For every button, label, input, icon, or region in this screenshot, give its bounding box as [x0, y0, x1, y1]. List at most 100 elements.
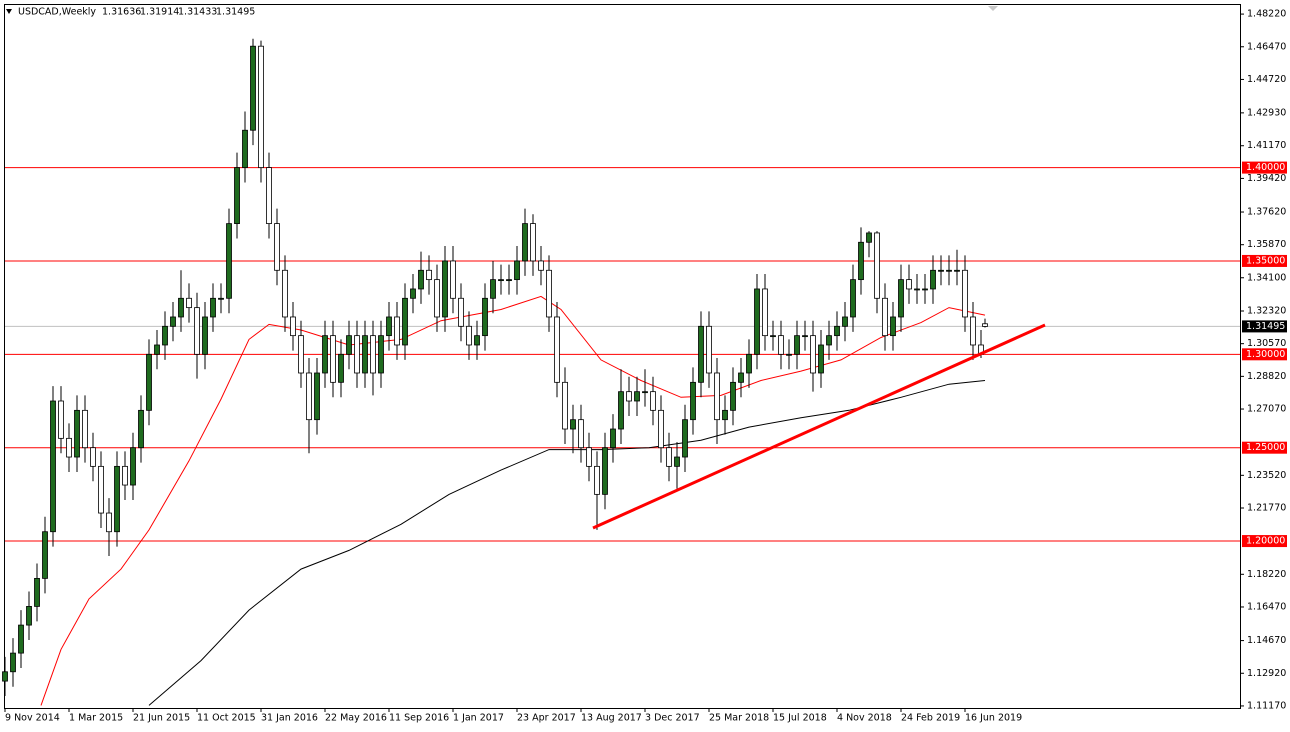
- candle: [434, 264, 440, 332]
- candle-body: [314, 372, 320, 421]
- candle: [810, 320, 816, 392]
- candle: [482, 283, 488, 351]
- candle: [98, 451, 104, 528]
- candle-body: [834, 325, 840, 337]
- quote-open: 1.31636: [102, 7, 141, 18]
- candle-body: [354, 335, 360, 374]
- candle: [322, 320, 328, 388]
- candle-body: [322, 335, 328, 374]
- y-tick-label: 1.32320: [1247, 305, 1286, 316]
- candle-body: [626, 391, 632, 402]
- candle-body: [754, 288, 760, 355]
- candle-body: [226, 223, 232, 299]
- candle: [890, 302, 896, 351]
- candle-body: [338, 353, 344, 383]
- quote-low: 1.31433: [178, 7, 217, 18]
- x-tick-label: 1 Mar 2015: [69, 713, 123, 724]
- candle: [570, 404, 576, 454]
- level-label-box: [1242, 348, 1287, 361]
- candle: [722, 395, 728, 435]
- y-tick-label: 1.34100: [1247, 272, 1286, 283]
- menu-triangle[interactable]: [6, 9, 12, 14]
- candle: [498, 264, 504, 295]
- candle: [210, 283, 216, 332]
- level-label-box: [1242, 161, 1287, 174]
- candle-body: [66, 437, 72, 458]
- candle: [778, 320, 784, 370]
- candle: [2, 656, 8, 697]
- candle: [906, 264, 912, 304]
- x-tick-label: 11 Oct 2015: [197, 713, 256, 724]
- candle: [922, 274, 928, 304]
- candle: [874, 231, 880, 314]
- candle-body: [330, 335, 336, 383]
- x-tick-label: 4 Nov 2018: [837, 713, 892, 724]
- candle-body: [610, 428, 616, 449]
- scroll-marker: [988, 6, 998, 11]
- candle-body: [362, 335, 368, 374]
- candle: [450, 246, 456, 314]
- candle: [738, 358, 744, 398]
- candle-body: [914, 288, 920, 291]
- x-tick-label: 9 Nov 2014: [5, 713, 60, 724]
- candle: [218, 283, 224, 314]
- candle: [834, 311, 840, 351]
- candle: [802, 320, 808, 351]
- candle: [930, 255, 936, 304]
- candle: [378, 320, 384, 388]
- candle: [866, 231, 872, 258]
- chart-title: USDCAD,Weekly: [18, 7, 96, 18]
- candle: [642, 369, 648, 407]
- candle: [370, 320, 376, 396]
- candle: [306, 358, 312, 454]
- candle: [954, 249, 960, 286]
- candle: [330, 320, 336, 398]
- candle-body: [194, 307, 200, 355]
- candle: [914, 274, 920, 304]
- candle: [154, 330, 160, 370]
- y-tick-label: 1.30570: [1247, 338, 1286, 349]
- candle-body: [946, 269, 952, 272]
- candle: [418, 251, 424, 304]
- candle-body: [546, 269, 552, 318]
- candle-body: [682, 419, 688, 458]
- candle: [234, 152, 240, 239]
- x-tick-label: 13 Aug 2017: [581, 713, 642, 724]
- candle: [546, 255, 552, 332]
- candle: [458, 283, 464, 342]
- candle: [842, 302, 848, 342]
- candle: [530, 214, 536, 276]
- candle: [338, 339, 344, 398]
- candle: [650, 376, 656, 426]
- candle-body: [234, 167, 240, 225]
- plot-area: [2, 38, 1240, 706]
- candle-body: [874, 232, 880, 299]
- candle: [138, 395, 144, 463]
- level-label-box: [1242, 441, 1287, 454]
- candle: [538, 246, 544, 286]
- candle: [122, 451, 128, 500]
- candle: [970, 302, 976, 360]
- candle-body: [426, 269, 432, 281]
- candle-body: [746, 353, 752, 374]
- candle-body: [58, 400, 64, 439]
- candle-body: [770, 335, 776, 338]
- candle-body: [570, 419, 576, 430]
- candle-body: [722, 409, 728, 421]
- candle: [490, 260, 496, 314]
- candle: [410, 274, 416, 314]
- candle-body: [930, 269, 936, 290]
- candle-body: [762, 288, 768, 337]
- candle: [666, 432, 672, 482]
- candle: [618, 369, 624, 444]
- moving-average: [40, 295, 986, 706]
- y-tick-label: 1.44720: [1247, 74, 1286, 85]
- candle-body: [674, 456, 680, 467]
- x-tick-label: 1 Jan 2017: [453, 713, 504, 724]
- candle: [706, 311, 712, 388]
- candle-body: [210, 297, 216, 318]
- x-tick-label: 24 Feb 2019: [901, 713, 960, 724]
- y-tick-label: 1.16470: [1247, 601, 1286, 612]
- candle-body: [594, 465, 600, 495]
- candle: [18, 610, 24, 669]
